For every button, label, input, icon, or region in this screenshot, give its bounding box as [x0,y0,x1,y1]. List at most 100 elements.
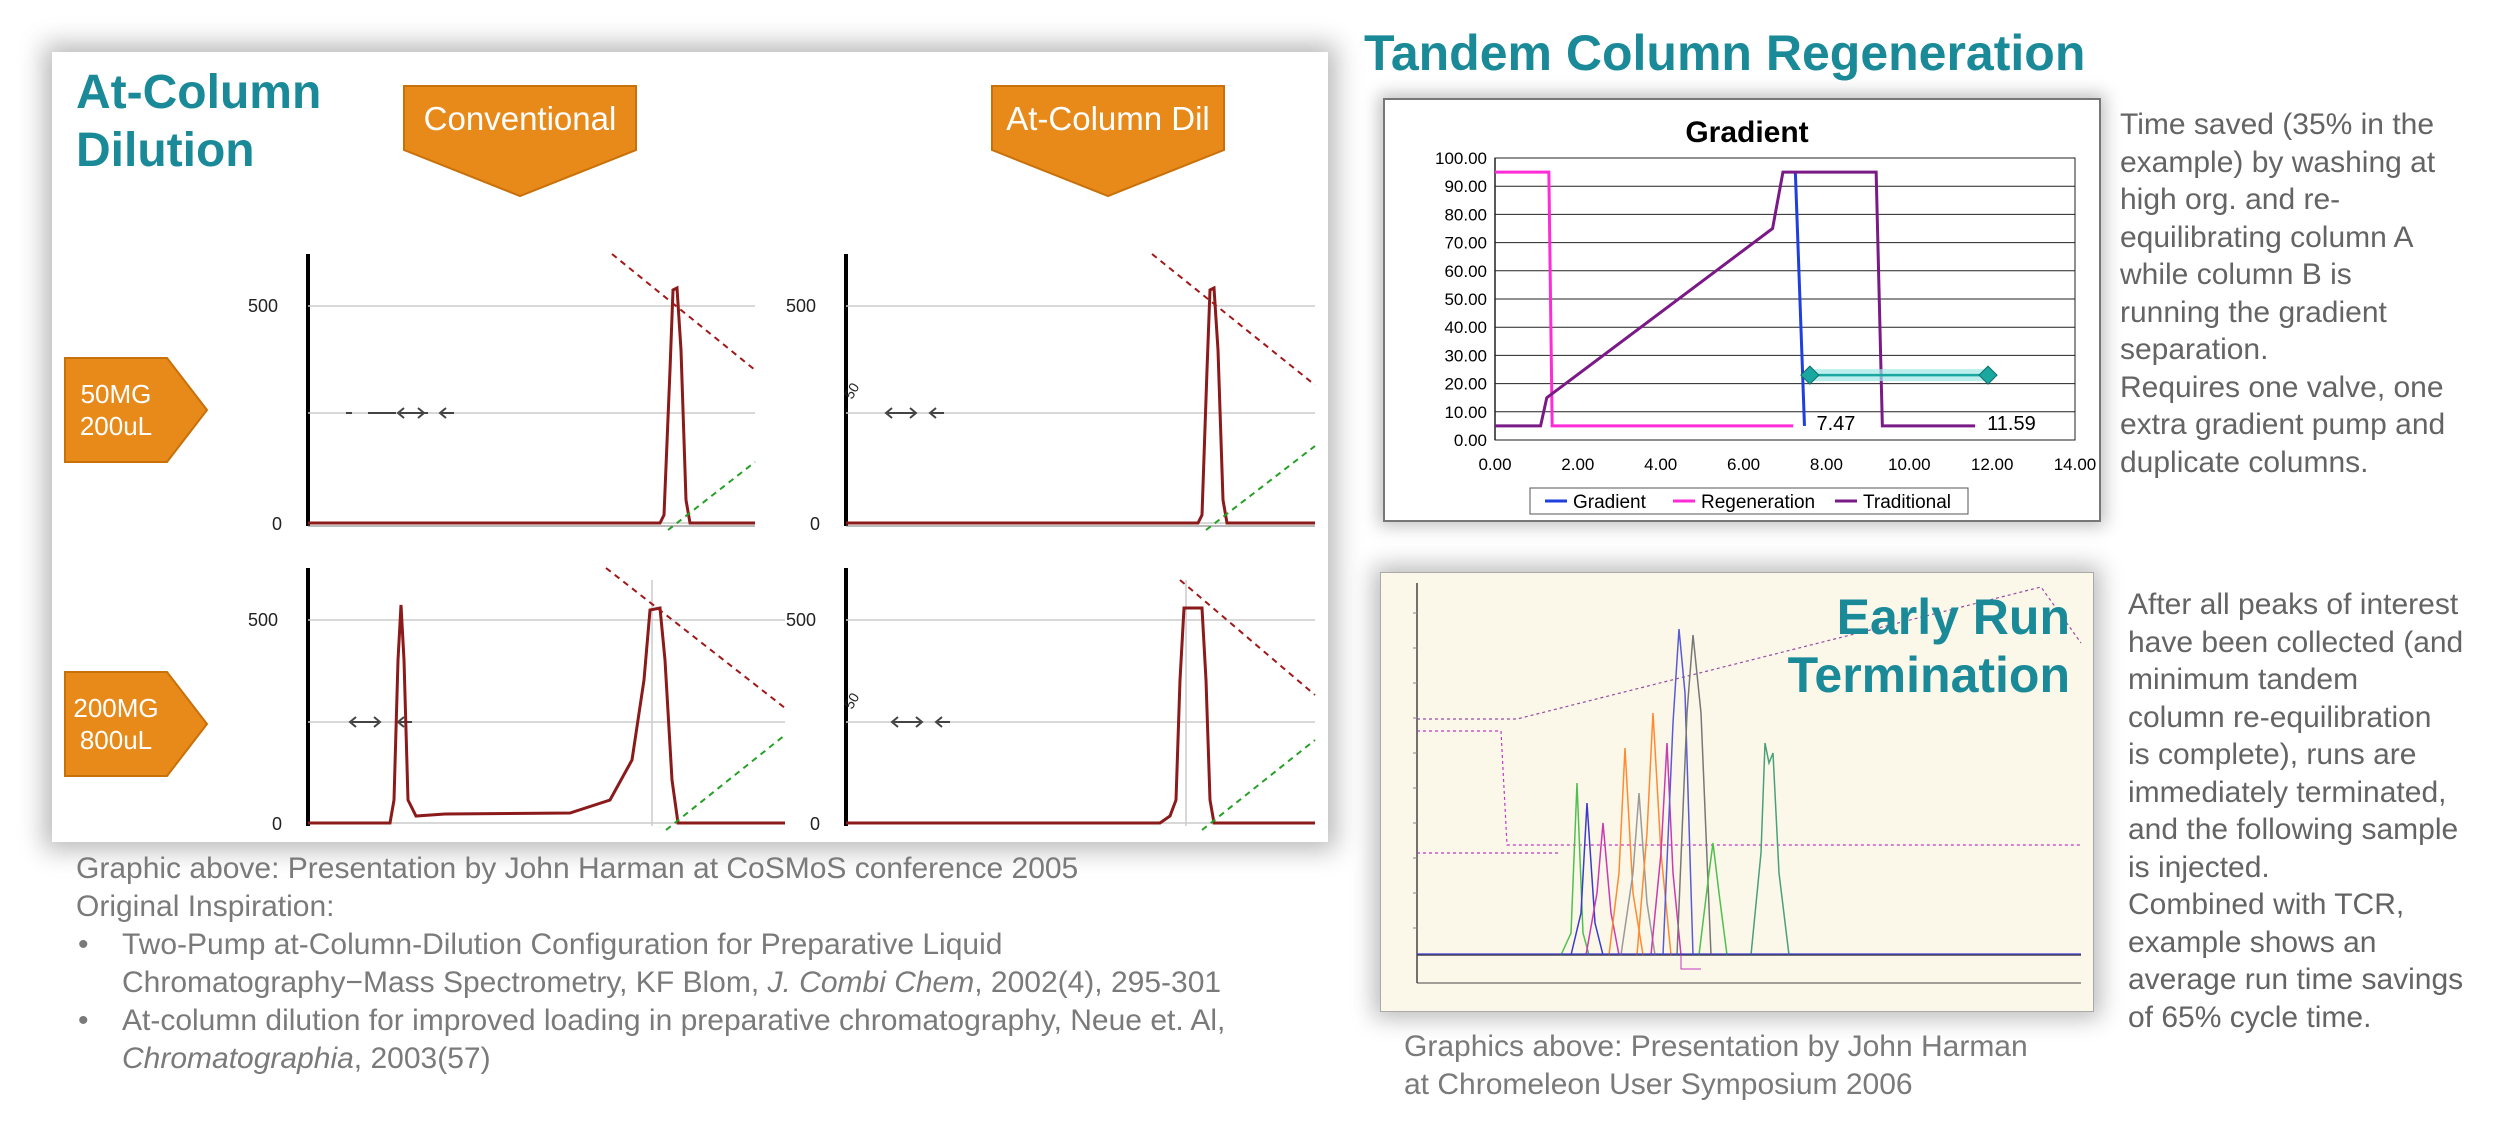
time-saved-diamond [1800,365,1820,385]
y-tick-label: 80.00 [1444,205,1487,224]
tick-0-d: 0 [810,814,820,834]
row2-label-shape [64,671,209,777]
x-tick-label: 6.00 [1727,455,1760,474]
y-tick-label: 30.00 [1444,346,1487,365]
title-line-1: At-Column [76,66,322,119]
tick-0-c: 0 [272,814,282,834]
reference-1: Two-Pump at-Column-Dilution Configuratio… [76,926,1336,1002]
left-caption: Graphic above: Presentation by John Harm… [76,852,1079,885]
description-line: Time saved (35% in the [2120,108,2435,141]
description-line: equilibrating column A [2120,220,2414,254]
y-tick-label: 10.00 [1444,403,1487,422]
description-line: is complete), runs are [2128,738,2417,771]
at-column-dilution-title: At-Column Dilution [76,64,321,180]
legend-box [1529,487,1969,515]
reference-list: Two-Pump at-Column-Dilution Configuratio… [76,926,1336,1078]
y-tick-label: 90.00 [1444,177,1487,196]
description-line: example) by washing at [2120,145,2436,179]
x-tick-label: 8.00 [1810,455,1843,474]
gradient-legend: Gradient Regeneration Traditional [1529,487,1969,515]
inspiration-heading: Original Inspiration: [76,890,335,923]
row2-label-volume: 800uL [79,725,153,755]
series-line-regeneration [1495,170,1794,428]
tick-500-d: 500 [786,610,816,630]
description-line: After all peaks of interest [2128,588,2459,621]
ert-caption-line1: Graphics above: Presentation by John Har… [1404,1030,2028,1063]
time-saved-marker [1800,365,1998,385]
ert-title-line2: Termination [1787,647,2070,703]
description-line: and the following sample [2128,813,2459,846]
description-line: while column B is [2120,258,2352,291]
gradient-grid [1494,157,2076,441]
ert-title-line1: Early Run [1836,589,2070,645]
reference-2-line1: At-column dilution for improved loading … [122,1004,1226,1037]
row1-label: 50MG 200uL [66,378,166,442]
legend-label: Regeneration [1701,492,1815,513]
y-tick-label: 100.00 [1435,149,1487,168]
chromatogram-atcolumn-50mg: 500 0 50 [786,253,1316,534]
ert-description: After all peaks of interest have been col… [2128,586,2500,1036]
x-tick-label: 14.00 [2054,455,2097,474]
x-tick-label: 12.00 [1971,455,2014,474]
y-tick-label: 20.00 [1444,375,1487,394]
legend-label: Gradient [1573,492,1647,513]
left-captions: Graphic above: Presentation by John Harm… [76,850,1336,1078]
tick-500: 500 [248,296,278,316]
gradient-chart-box: Gradient 0.00 10.00 20.00 30.00 40.00 50.00 60… [1383,98,2101,522]
title-line-2: Dilution [76,124,255,177]
legend-label: Traditional [1863,492,1951,513]
description-line: example shows an [2128,925,2377,959]
annotation-label: 7.47 [1816,413,1855,435]
tick-0-b: 0 [810,514,820,534]
description-line: high org. and re- [2120,183,2341,216]
ert-chromatogram-box [1380,572,2094,1012]
reference-1-citation: , 2002(4), 295-301 [974,966,1222,999]
row1-label-mass: 50MG [80,379,152,409]
y-tick-label: 0.00 [1454,431,1487,450]
at-column-header-label: At-Column Dil [1006,100,1210,137]
gradient-chart-title: Gradient [1685,116,1808,149]
gradient-series [1495,170,1976,428]
series-line-gradient [1793,172,1806,426]
description-line: is injected. [2128,850,2270,884]
description-line: Combined with TCR, [2128,888,2405,921]
row2-label-mass: 200MG [73,693,159,723]
gradient-chart: Gradient 0.00 10.00 20.00 30.00 40.00 50.00 60… [1435,116,2096,515]
x-tick-label: 4.00 [1644,455,1677,474]
tcr-title: Tandem Column Regeneration [1364,25,2086,81]
tick-50-b: 50 [841,380,863,402]
y-tick-label: 70.00 [1444,234,1487,253]
chromatogram-conventional-50mg: 500 0 [248,253,756,534]
row1-label-shape [64,357,209,463]
tcr-description: Time saved (35% in the example) by washin… [2120,106,2500,481]
gradient-y-ticks: 0.00 10.00 20.00 30.00 40.00 50.00 60.00 70.00 8… [1435,149,1487,450]
y-tick-label: 60.00 [1444,262,1487,281]
time-saved-diamond [1978,365,1998,385]
ert-caption: Graphics above: Presentation by John Har… [1404,1028,2124,1104]
description-line: column re-equilibration [2128,700,2432,734]
reference-2: At-column dilution for improved loading … [76,1002,1336,1078]
description-line: separation. [2120,333,2269,366]
chromatograms: 500 0 500 0 50 [248,253,1316,834]
description-line: have been collected (and [2128,625,2464,659]
reference-2-journal: Chromatographia [122,1042,354,1075]
description-line: extra gradient pump and [2120,408,2446,441]
annotation-label: 11.59 [1987,413,2036,435]
description-line: average run time savings [2128,963,2464,996]
x-tick-label: 0.00 [1478,455,1511,474]
tick-500-c: 500 [248,610,278,630]
description-line: duplicate columns. [2120,445,2369,479]
description-line: minimum tandem [2128,663,2359,696]
gradient-x-ticks: 0.00 2.00 4.00 6.00 8.00 10.00 12.00 14.00 [1478,455,2096,474]
conventional-header-label: Conventional [423,100,617,137]
gradient-annotations: 7.47 11.59 [1816,413,2035,435]
reference-1-line1: Two-Pump at-Column-Dilution Configuratio… [122,928,1003,961]
description-line: immediately terminated, [2128,775,2447,809]
x-tick-label: 10.00 [1888,455,1931,474]
tick-500-b: 500 [786,296,816,316]
series-line-traditional [1495,170,1976,428]
reference-1-authors: Chromatography−Mass Spectrometry, KF Blo… [122,966,768,999]
tick-50-d: 50 [841,690,863,712]
row1-label-volume: 200uL [79,411,153,441]
reference-1-journal: J. Combi Chem [767,966,975,999]
